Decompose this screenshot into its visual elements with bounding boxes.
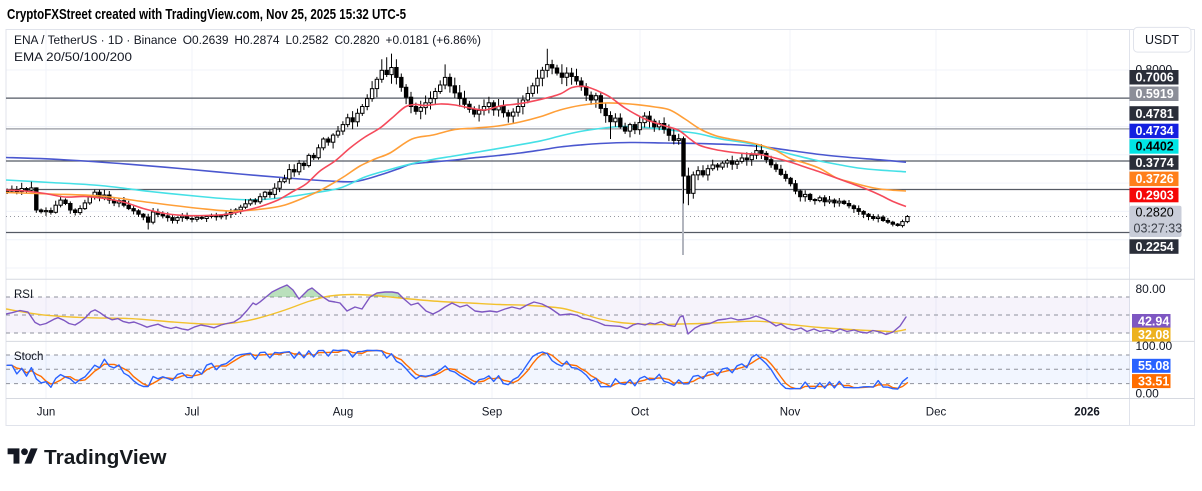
svg-text:42.94: 42.94 <box>1138 314 1169 328</box>
svg-text:0.7006: 0.7006 <box>1136 71 1174 85</box>
svg-text:0.3726: 0.3726 <box>1136 172 1174 186</box>
svg-text:0.00: 0.00 <box>1136 387 1160 401</box>
svg-text:0.4781: 0.4781 <box>1136 107 1174 121</box>
svg-text:Nov: Nov <box>780 407 801 419</box>
svg-text:80.00: 80.00 <box>1136 282 1166 296</box>
svg-text:Jun: Jun <box>37 407 56 419</box>
svg-text:0.3774: 0.3774 <box>1136 156 1174 170</box>
svg-text:0.4402: 0.4402 <box>1136 140 1174 154</box>
svg-text:Jul: Jul <box>185 407 200 419</box>
svg-text:0.2254: 0.2254 <box>1136 240 1174 254</box>
svg-text:0.4734: 0.4734 <box>1136 124 1174 138</box>
svg-text:EMA 20/50/100/200: EMA 20/50/100/200 <box>14 50 132 64</box>
svg-text:CryptoFXStreet created with Tr: CryptoFXStreet created with TradingView.… <box>7 6 406 23</box>
svg-text:100.00: 100.00 <box>1136 339 1173 353</box>
svg-text:33.51: 33.51 <box>1138 374 1169 388</box>
svg-text:03:27:33: 03:27:33 <box>1134 221 1183 235</box>
svg-text:Stoch: Stoch <box>14 351 43 363</box>
svg-text:ENA / TetherUS · 1D · Binance: ENA / TetherUS · 1D · Binance O0.2639 H0… <box>14 33 481 47</box>
svg-text:2026: 2026 <box>1074 407 1100 419</box>
svg-text:USDT: USDT <box>1145 33 1179 47</box>
svg-text:55.08: 55.08 <box>1138 359 1169 373</box>
svg-text:0.5919: 0.5919 <box>1136 87 1174 101</box>
svg-text:Dec: Dec <box>926 407 947 419</box>
svg-text:TradingView: TradingView <box>44 447 167 469</box>
svg-text:0.2903: 0.2903 <box>1136 188 1174 202</box>
svg-text:Sep: Sep <box>482 407 502 419</box>
svg-text:0.2820: 0.2820 <box>1136 206 1174 220</box>
svg-text:32.08: 32.08 <box>1138 328 1169 342</box>
svg-text:RSI: RSI <box>14 289 33 301</box>
svg-text:Aug: Aug <box>333 407 353 419</box>
svg-text:Oct: Oct <box>631 407 650 419</box>
